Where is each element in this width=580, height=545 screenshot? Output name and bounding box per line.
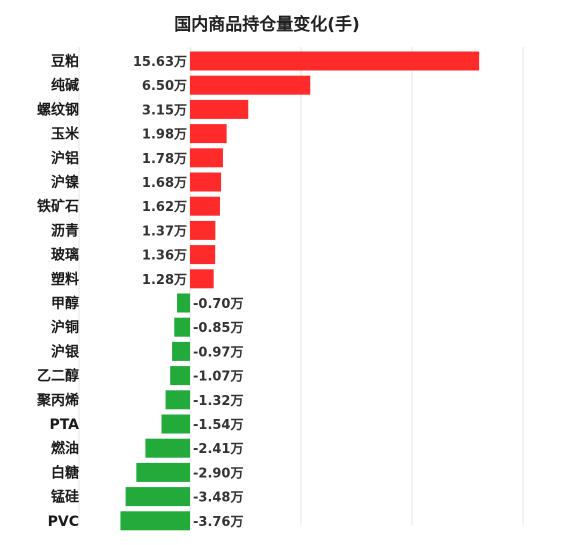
value-label: 1.78万 xyxy=(142,152,187,167)
value-label: 3.15万 xyxy=(142,103,187,118)
category-label: 豆粕 xyxy=(51,53,79,70)
bar xyxy=(165,390,190,410)
bar xyxy=(190,124,227,144)
bar xyxy=(190,172,222,192)
value-label: -1.54万 xyxy=(193,418,243,433)
category-label: 沪铝 xyxy=(51,150,79,167)
bar xyxy=(190,51,480,71)
category-label: 玉米 xyxy=(51,126,80,143)
value-label: -2.41万 xyxy=(193,442,243,457)
category-label: 塑料 xyxy=(51,271,79,288)
value-label: -1.07万 xyxy=(193,370,243,385)
bars-group xyxy=(120,51,480,531)
value-label: 1.62万 xyxy=(142,200,187,215)
category-label: 纯碱 xyxy=(51,77,79,94)
bar xyxy=(136,462,190,482)
category-label: 螺纹钢 xyxy=(37,101,79,118)
bar xyxy=(190,148,223,168)
value-label: -1.32万 xyxy=(193,394,243,409)
value-label: 6.50万 xyxy=(142,79,187,94)
category-label: 沥青 xyxy=(51,222,79,239)
bar xyxy=(172,341,190,361)
category-label: 沪镍 xyxy=(51,174,79,191)
value-label: -3.76万 xyxy=(193,515,243,530)
bar xyxy=(120,511,190,531)
value-label: 1.37万 xyxy=(142,224,187,239)
category-label: 乙二醇 xyxy=(37,368,79,385)
category-label: 沪银 xyxy=(51,343,80,360)
category-label: 玻璃 xyxy=(51,247,79,264)
value-label: -2.90万 xyxy=(193,466,243,481)
category-label: 沪铜 xyxy=(51,319,79,336)
value-label: 1.68万 xyxy=(142,176,187,191)
category-label: 聚丙烯 xyxy=(36,392,79,409)
value-label: -0.97万 xyxy=(193,345,243,360)
bar xyxy=(190,220,216,240)
bar xyxy=(174,317,190,337)
value-label: 1.98万 xyxy=(142,128,187,143)
category-label: 锰硅 xyxy=(51,489,79,506)
category-label: PVC xyxy=(48,514,79,530)
category-label: 铁矿石 xyxy=(37,198,79,215)
bar xyxy=(190,269,214,289)
bar xyxy=(190,245,216,265)
bar xyxy=(190,196,220,216)
chart-title: 国内商品持仓量变化(手) xyxy=(174,14,360,35)
bar xyxy=(170,366,190,386)
category-label: 燃油 xyxy=(51,440,79,457)
value-label: -0.70万 xyxy=(193,297,243,312)
bar xyxy=(190,75,311,95)
category-label: 甲醇 xyxy=(51,295,79,312)
value-label: 15.63万 xyxy=(133,55,187,70)
bar xyxy=(190,99,249,119)
value-label: 1.28万 xyxy=(142,273,187,288)
value-label: -0.85万 xyxy=(193,321,243,336)
bar xyxy=(161,414,190,434)
category-label: 白糖 xyxy=(51,464,79,481)
value-label: 1.36万 xyxy=(142,249,187,264)
category-label: PTA xyxy=(49,417,79,433)
value-label: -3.48万 xyxy=(193,491,243,506)
bar xyxy=(125,487,190,507)
bar xyxy=(145,438,190,458)
bar xyxy=(177,293,190,313)
